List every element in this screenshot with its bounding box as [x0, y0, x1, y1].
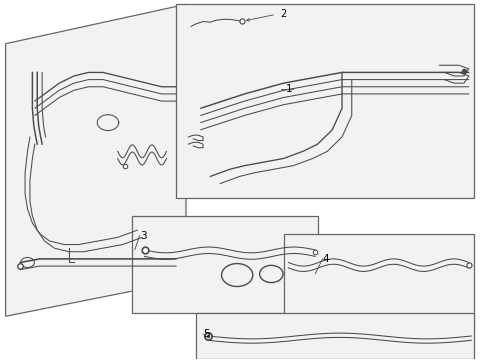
Polygon shape [283, 234, 473, 330]
Polygon shape [5, 4, 185, 316]
Text: 2: 2 [280, 9, 286, 19]
Polygon shape [132, 216, 317, 313]
Text: 4: 4 [322, 254, 328, 264]
Text: 5: 5 [203, 329, 209, 339]
Polygon shape [176, 4, 473, 198]
Text: 1: 1 [285, 84, 292, 94]
Text: 3: 3 [140, 231, 146, 240]
Polygon shape [195, 313, 473, 359]
